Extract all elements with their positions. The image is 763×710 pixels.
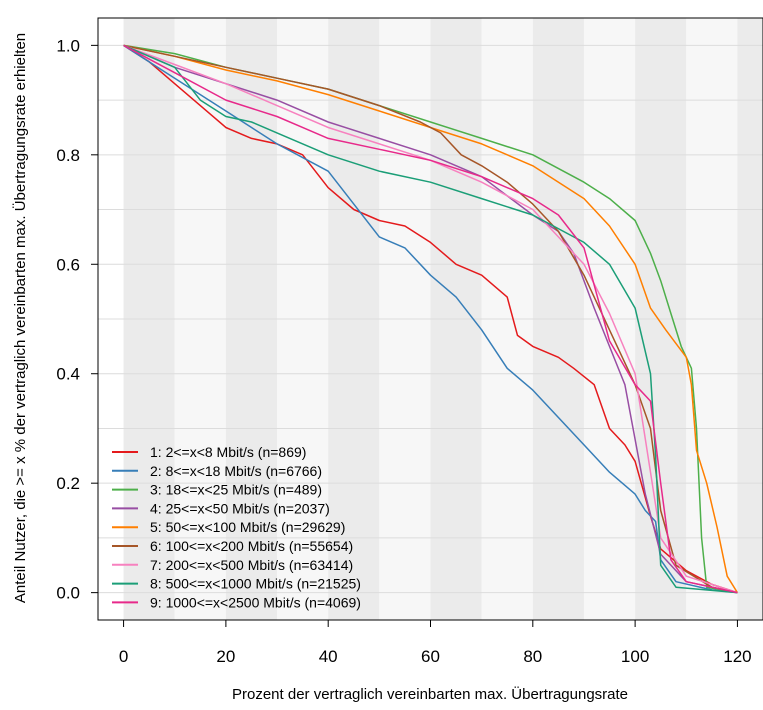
legend-label-6: 6: 100<=x<200 Mbit/s (n=55654) bbox=[150, 538, 353, 554]
legend-label-7: 7: 200<=x<500 Mbit/s (n=63414) bbox=[150, 557, 353, 573]
y-axis: 0.0 0.2 0.4 0.6 0.8 1.0 bbox=[56, 36, 98, 603]
x-tick-label: 120 bbox=[723, 647, 751, 666]
series-line-5 bbox=[123, 44, 739, 593]
y-axis-title: Anteil Nutzer, die >= x % der vertraglic… bbox=[11, 33, 29, 603]
y-tick-label: 0.4 bbox=[56, 365, 80, 384]
legend-label-3: 3: 18<=x<25 Mbit/s (n=489) bbox=[150, 482, 322, 498]
series-line-7 bbox=[123, 44, 738, 594]
y-tick-label: 0.0 bbox=[56, 584, 80, 603]
legend: 1: 2<=x<8 Mbit/s (n=869) 2: 8<=x<18 Mbit/… bbox=[112, 444, 361, 610]
series-line-9 bbox=[123, 44, 738, 594]
x-tick-label: 100 bbox=[621, 647, 649, 666]
y-tick-label: 1.0 bbox=[56, 36, 80, 55]
y-tick-label: 0.2 bbox=[56, 474, 80, 493]
series-line-8 bbox=[123, 44, 738, 594]
series-line-1 bbox=[123, 44, 738, 594]
legend-label-8: 8: 500<=x<1000 Mbit/s (n=21525) bbox=[150, 576, 361, 592]
legend-label-5: 5: 50<=x<100 Mbit/s (n=29629) bbox=[150, 519, 345, 535]
legend-label-9: 9: 1000<=x<2500 Mbit/s (n=4069) bbox=[150, 594, 361, 610]
legend-label-1: 1: 2<=x<8 Mbit/s (n=869) bbox=[150, 444, 306, 460]
x-axis: 0 20 40 60 80 100 120 bbox=[119, 620, 752, 666]
x-tick-label: 20 bbox=[216, 647, 235, 666]
x-tick-label: 40 bbox=[319, 647, 338, 666]
legend-label-2: 2: 8<=x<18 Mbit/s (n=6766) bbox=[150, 463, 322, 479]
series-line-2 bbox=[123, 44, 738, 594]
x-tick-label: 80 bbox=[523, 647, 542, 666]
x-axis-title: Prozent der vertraglich vereinbarten max… bbox=[232, 685, 628, 703]
y-tick-label: 0.8 bbox=[56, 146, 80, 165]
x-tick-label: 60 bbox=[421, 647, 440, 666]
series-lines bbox=[123, 44, 739, 594]
x-tick-label: 0 bbox=[119, 647, 128, 666]
legend-label-4: 4: 25<=x<50 Mbit/s (n=2037) bbox=[150, 500, 330, 516]
y-tick-label: 0.6 bbox=[56, 255, 80, 274]
